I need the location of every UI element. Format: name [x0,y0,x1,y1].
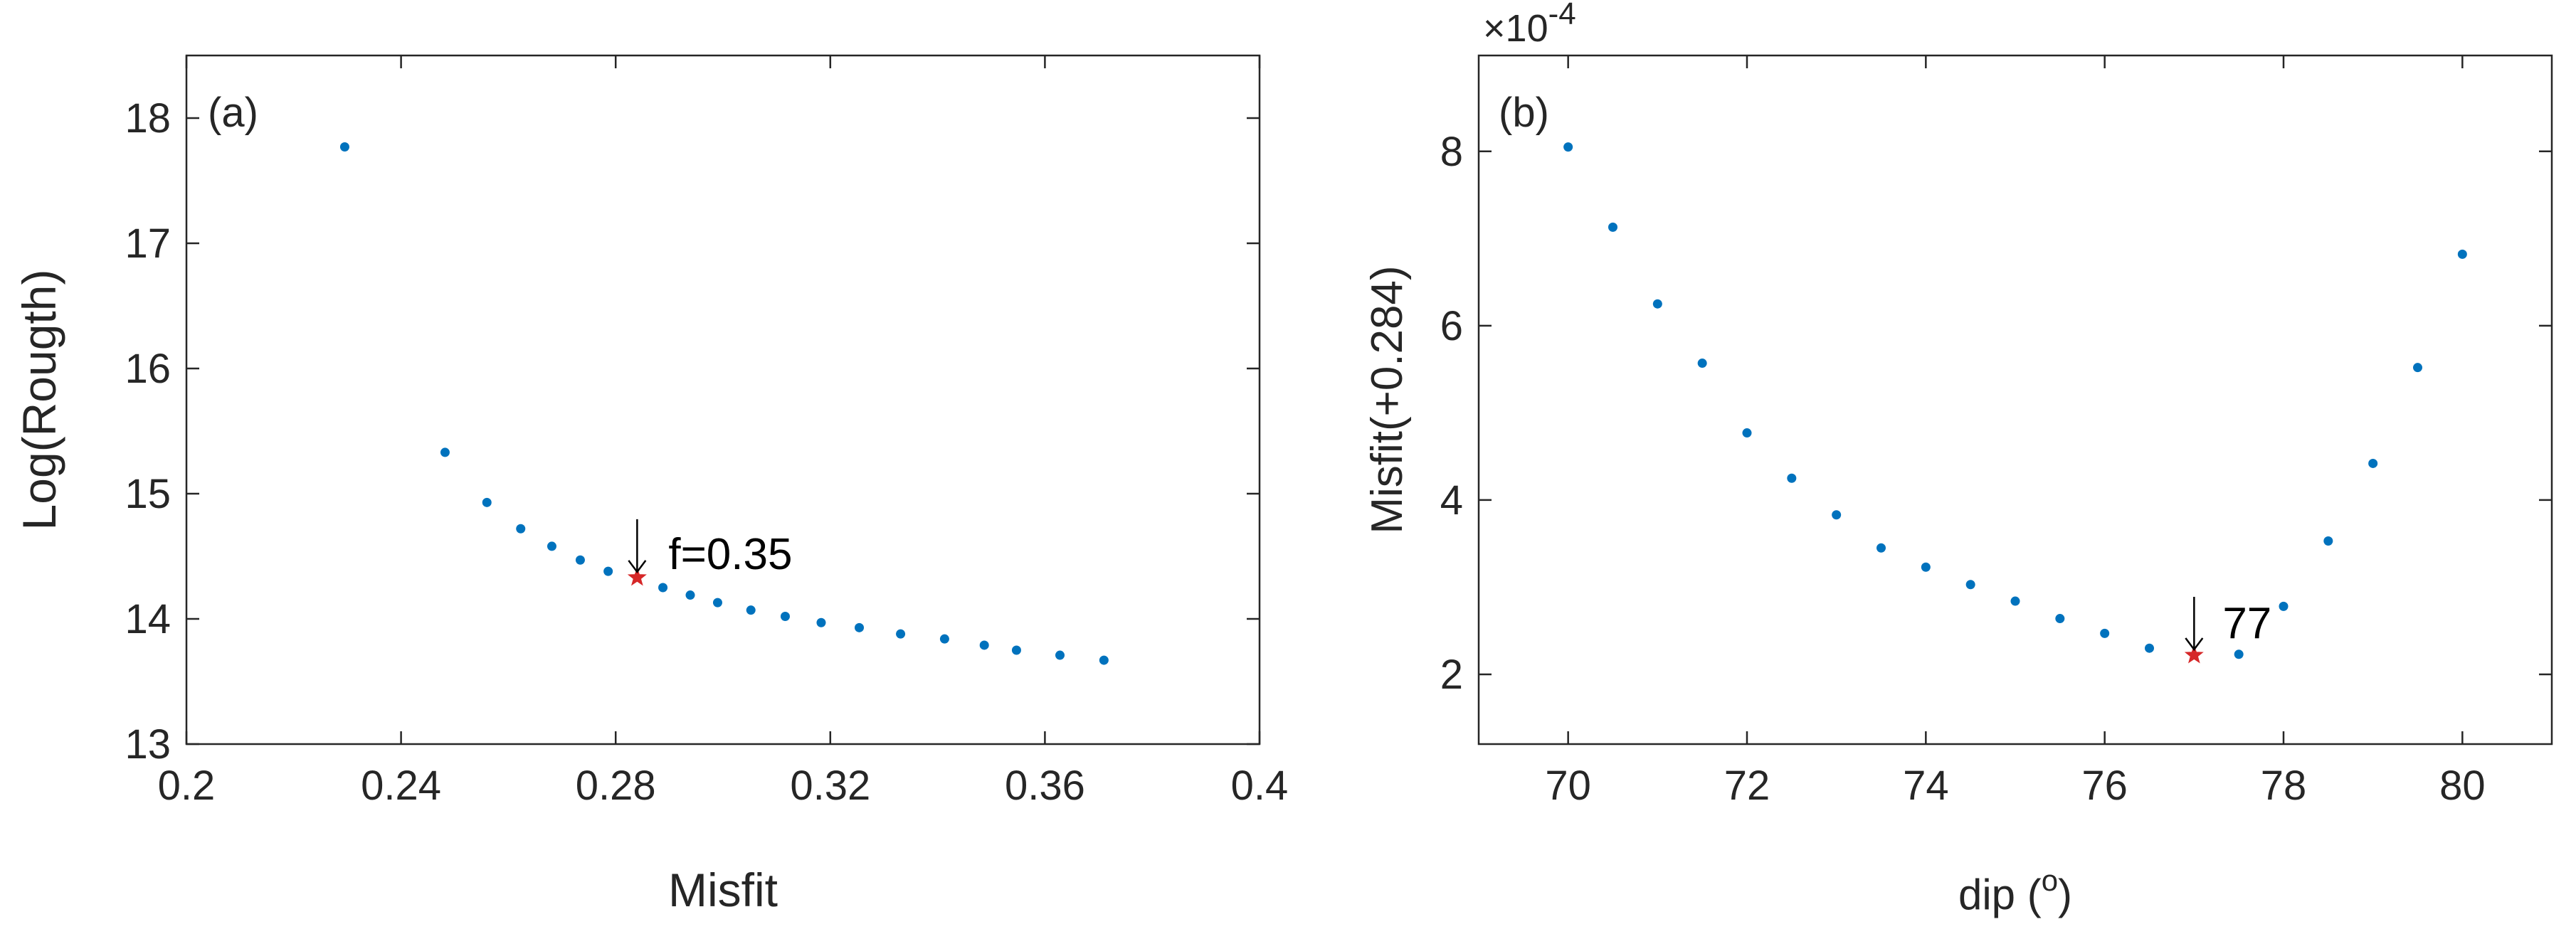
data-point [855,622,865,632]
data-point [979,640,989,650]
data-point [780,611,790,621]
highlight-star [627,567,647,586]
data-point [1876,543,1886,553]
data-point [816,617,826,627]
y-tick-label: 18 [125,95,171,142]
panel-a-points: f=0.35 [339,142,1109,665]
data-point [1921,562,1931,572]
highlight-star [2184,644,2204,664]
y-tick-label: 2 [1440,652,1463,698]
panel-b-label: (b) [1499,90,1549,136]
y-tick-label: 6 [1440,303,1463,349]
data-point [1832,510,1842,520]
panel-b-y-multiplier: ×10-4 [1483,0,1576,50]
data-point [2323,536,2333,546]
x-tick-label: 70 [1545,763,1591,809]
data-point [1697,359,1707,368]
data-point [575,555,585,565]
x-tick-label: 0.2 [158,763,216,809]
annotation-label: 77 [2222,599,2271,648]
panel-a: 0.2 0.24 0.28 0.32 0.36 0.4 13 14 15 16 17 18 f=0.3… [13,54,1288,916]
data-point [1055,650,1065,660]
data-point [547,541,556,551]
data-point [2145,643,2154,653]
x-tick-label: 74 [1903,763,1949,809]
data-point [1099,655,1109,665]
panel-b: 70 72 74 76 78 80 2 4 6 8 77 (b) ×10-4 dip (o) Mi… [1363,0,2553,918]
annotation-arrow-head [2185,637,2204,652]
y-tick-label: 13 [125,721,171,768]
data-point [2010,596,2020,606]
data-point [603,566,613,576]
x-tick-label: 80 [2439,763,2486,809]
y-tick-label: 16 [125,346,171,392]
data-point [2413,363,2422,373]
x-label-sup: o [2042,864,2058,897]
data-point [1965,580,1975,590]
x-tick-label: 72 [1724,763,1770,809]
data-point [1652,299,1662,309]
y-tick-label: 17 [125,221,171,267]
annotation-arrow-head [628,560,647,574]
y-tick-label: 4 [1440,477,1463,524]
panel-b-points: 77 [1563,142,2467,664]
x-tick-label: 0.32 [790,763,870,809]
y-tick-label: 15 [125,471,171,517]
x-tick-label: 76 [2081,763,2128,809]
data-point [939,634,949,644]
x-tick-label: 0.24 [361,763,441,809]
panel-a-ticks: 0.2 0.24 0.28 0.32 0.36 0.4 13 14 15 16 17 18 [125,55,1288,809]
data-point [2055,614,2065,624]
data-point [516,524,526,534]
data-point [2100,628,2110,638]
x-label-main: dip ( [1958,871,2042,918]
panel-a-x-axis-label: Misfit [668,864,778,916]
data-point [2368,458,2378,468]
x-tick-label: 78 [2261,763,2307,809]
data-point [2279,601,2289,611]
panel-a-axes-box [185,54,1261,746]
panel-b-axes-box [1477,54,2553,746]
y-multiplier-base: ×10 [1483,7,1548,50]
panel-b-y-axis-label: Misfit(+0.284) [1363,265,1412,534]
data-point [658,583,668,593]
x-label-suffix: ) [2058,871,2072,918]
annotation-label: f=0.35 [668,530,792,579]
x-tick-label: 0.28 [576,763,656,809]
x-tick-label: 0.36 [1005,763,1085,809]
y-tick-label: 8 [1440,129,1463,175]
panel-b-ticks: 70 72 74 76 78 80 2 4 6 8 [1440,55,2552,809]
panel-a-y-axis-label: Log(Rougth) [13,270,65,531]
y-tick-label: 14 [125,596,171,642]
data-point [440,447,450,457]
data-point [746,605,756,615]
data-point [896,629,906,639]
panel-a-label: (a) [208,90,258,136]
data-point [2457,249,2467,259]
data-point [2234,649,2244,659]
data-point [1787,473,1797,483]
data-point [482,497,492,507]
data-point [685,590,695,600]
panel-b-x-axis-label: dip (o) [1958,864,2072,918]
data-point [1742,428,1752,438]
x-tick-label: 0.4 [1231,763,1289,809]
data-point [712,598,722,608]
data-point [1563,142,1573,152]
data-point [1011,645,1021,655]
y-multiplier-exponent: -4 [1548,0,1576,31]
data-point [339,142,349,152]
data-point [1608,222,1617,232]
